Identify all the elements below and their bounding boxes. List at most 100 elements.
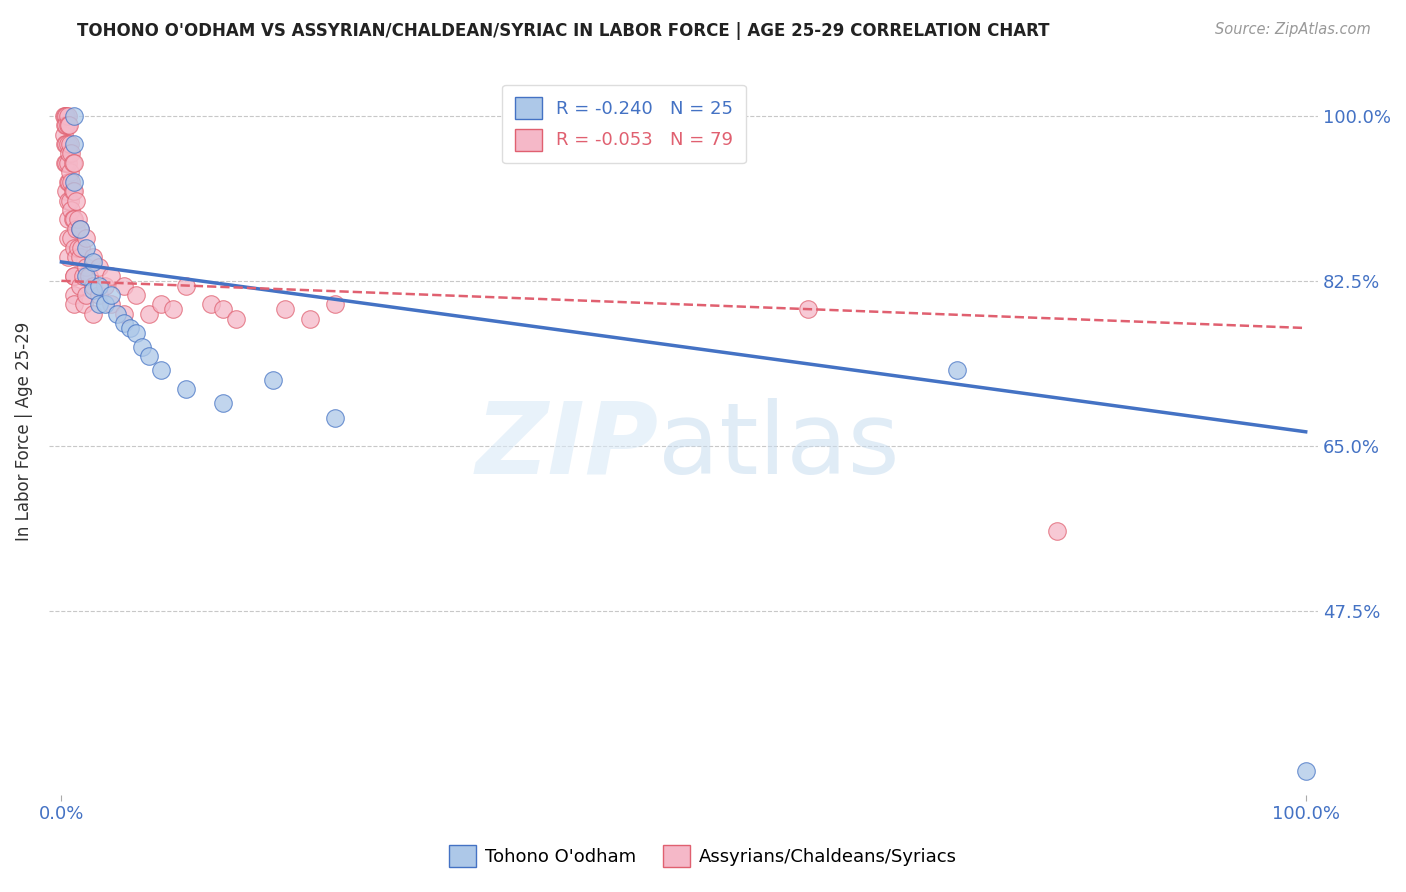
Point <box>200 297 222 311</box>
Point <box>60 146 83 161</box>
Point <box>63 297 86 311</box>
Point <box>70 241 93 255</box>
Point <box>112 307 135 321</box>
Point <box>69 278 91 293</box>
Point <box>69 222 91 236</box>
Point <box>149 363 172 377</box>
Point <box>174 382 197 396</box>
Point <box>63 184 86 198</box>
Point <box>131 340 153 354</box>
Point <box>82 283 104 297</box>
Point <box>56 212 79 227</box>
Point <box>59 165 82 179</box>
Point <box>63 156 86 170</box>
Point <box>797 302 820 317</box>
Point <box>52 128 75 142</box>
Point <box>56 231 79 245</box>
Point <box>946 363 969 377</box>
Point <box>62 156 84 170</box>
Point <box>262 373 284 387</box>
Point <box>118 321 141 335</box>
Point <box>58 175 80 189</box>
Point <box>1046 524 1069 538</box>
Point <box>63 269 86 284</box>
Point <box>94 297 117 311</box>
Point <box>75 241 97 255</box>
Point <box>75 269 97 284</box>
Point <box>299 311 322 326</box>
Y-axis label: In Labor Force | Age 25-29: In Labor Force | Age 25-29 <box>15 322 32 541</box>
Point <box>323 410 346 425</box>
Text: atlas: atlas <box>658 398 900 495</box>
Point <box>55 136 77 151</box>
Point <box>69 222 91 236</box>
Point <box>53 109 76 123</box>
Point <box>82 250 104 264</box>
Point <box>323 297 346 311</box>
Point <box>75 288 97 302</box>
Point <box>62 184 84 198</box>
Point <box>59 194 82 208</box>
Point <box>212 396 235 410</box>
Legend: Tohono O'odham, Assyrians/Chaldeans/Syriacs: Tohono O'odham, Assyrians/Chaldeans/Syri… <box>441 838 965 874</box>
Point <box>274 302 297 317</box>
Point <box>82 255 104 269</box>
Point <box>66 241 89 255</box>
Point <box>58 118 80 132</box>
Point <box>212 302 235 317</box>
Point <box>63 212 86 227</box>
Point <box>82 307 104 321</box>
Text: TOHONO O'ODHAM VS ASSYRIAN/CHALDEAN/SYRIAC IN LABOR FORCE | AGE 25-29 CORRELATIO: TOHONO O'ODHAM VS ASSYRIAN/CHALDEAN/SYRI… <box>77 22 1050 40</box>
Point <box>72 269 94 284</box>
Point <box>56 109 79 123</box>
Point <box>112 278 135 293</box>
Point <box>87 278 110 293</box>
Point <box>100 297 122 311</box>
Point <box>138 349 160 363</box>
Point <box>56 118 79 132</box>
Legend: R = -0.240   N = 25, R = -0.053   N = 79: R = -0.240 N = 25, R = -0.053 N = 79 <box>502 85 747 163</box>
Point <box>100 288 122 302</box>
Point <box>63 269 86 284</box>
Text: ZIP: ZIP <box>475 398 658 495</box>
Point <box>60 231 83 245</box>
Point <box>53 118 76 132</box>
Point <box>225 311 247 326</box>
Point <box>87 260 110 274</box>
Point <box>149 297 172 311</box>
Point <box>60 175 83 189</box>
Point <box>56 136 79 151</box>
Point <box>100 269 122 284</box>
Point <box>63 288 86 302</box>
Point <box>56 156 79 170</box>
Point <box>63 136 86 151</box>
Point <box>66 212 89 227</box>
Point <box>174 278 197 293</box>
Point <box>60 202 83 217</box>
Point <box>55 156 77 170</box>
Point <box>162 302 184 317</box>
Point <box>58 146 80 161</box>
Point <box>87 288 110 302</box>
Point <box>65 222 87 236</box>
Point <box>69 250 91 264</box>
Point <box>53 136 76 151</box>
Point <box>73 297 96 311</box>
Point <box>63 109 86 123</box>
Point <box>75 231 97 245</box>
Point <box>65 194 87 208</box>
Point <box>52 109 75 123</box>
Point <box>107 307 129 321</box>
Point <box>94 278 117 293</box>
Point <box>55 109 77 123</box>
Point <box>125 326 148 340</box>
Point <box>62 212 84 227</box>
Point <box>56 194 79 208</box>
Point <box>59 136 82 151</box>
Text: Source: ZipAtlas.com: Source: ZipAtlas.com <box>1215 22 1371 37</box>
Point <box>56 175 79 189</box>
Point <box>65 250 87 264</box>
Point <box>63 175 86 189</box>
Point <box>75 260 97 274</box>
Point <box>1295 764 1317 779</box>
